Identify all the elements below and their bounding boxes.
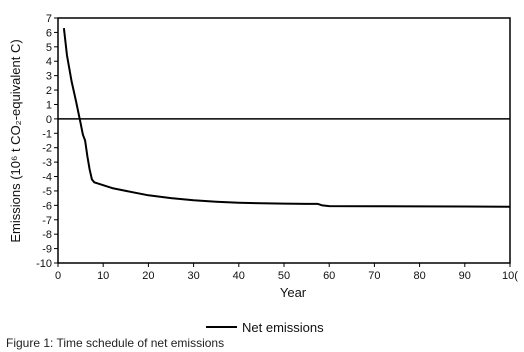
- y-tick-label: 6: [46, 27, 52, 39]
- legend: Net emissions: [206, 320, 324, 335]
- x-tick-label: 80: [413, 270, 425, 282]
- y-tick-label: -5: [42, 186, 52, 198]
- x-tick-label: 90: [459, 270, 471, 282]
- y-tick-label: -10: [36, 258, 52, 270]
- x-tick-label: 70: [368, 270, 380, 282]
- y-tick-label: -1: [42, 128, 52, 140]
- y-tick-label: 2: [46, 85, 52, 97]
- y-tick-label: -8: [42, 229, 52, 241]
- x-tick-label: 60: [323, 270, 335, 282]
- y-tick-label: -9: [42, 244, 52, 256]
- y-tick-label: -4: [42, 172, 52, 184]
- figure-caption: Figure 1: Time schedule of net emissions: [6, 336, 225, 350]
- x-tick-label: 40: [233, 270, 245, 282]
- series-line-net-emissions: [62, 27, 511, 208]
- y-tick-label: -6: [42, 200, 52, 212]
- y-tick-label: 1: [46, 99, 52, 111]
- y-tick-label: 7: [46, 13, 52, 25]
- x-tick-label: 10(: [502, 270, 518, 282]
- x-tick-label: 10: [97, 270, 109, 282]
- y-tick-label: -7: [42, 215, 52, 227]
- y-tick-label: 3: [46, 71, 52, 83]
- y-axis-title: Emissions (10⁶ t CO₂-equivalent C): [8, 39, 23, 242]
- x-tick-label: 30: [187, 270, 199, 282]
- x-tick-label: 0: [55, 270, 61, 282]
- y-tick-label: 0: [46, 114, 52, 126]
- y-tick-label: -3: [42, 157, 52, 169]
- x-tick-label: 50: [278, 270, 290, 282]
- y-tick-label: 5: [46, 42, 52, 54]
- y-tick-label: -2: [42, 143, 52, 155]
- x-tick-label: 20: [142, 270, 154, 282]
- x-axis-title: Year: [280, 285, 307, 300]
- y-tick-label: 4: [46, 56, 52, 68]
- plot-frame: [57, 17, 511, 264]
- legend-label: Net emissions: [242, 320, 324, 335]
